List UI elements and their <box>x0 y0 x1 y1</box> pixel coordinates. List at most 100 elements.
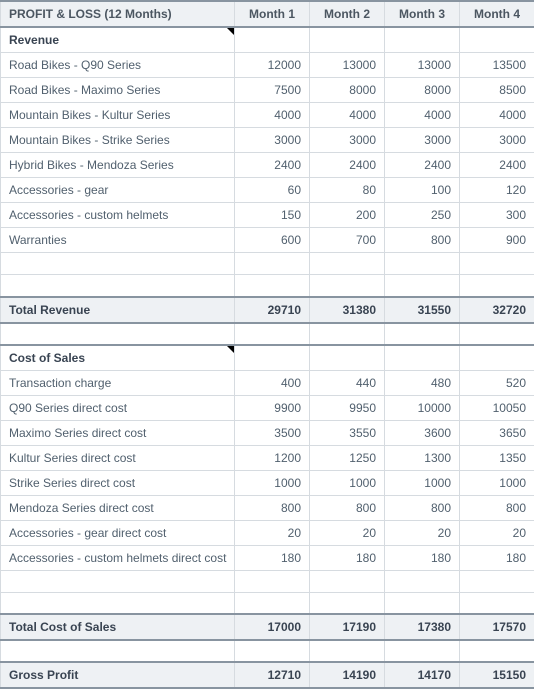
col-header: Month 1 <box>235 1 310 27</box>
table-row: Accessories - custom helmets150200250300 <box>1 203 534 228</box>
row-label: Transaction charge <box>1 370 235 395</box>
cell: 13000 <box>310 53 385 78</box>
cell: 1000 <box>460 470 534 495</box>
cell <box>235 275 310 297</box>
cell: 1000 <box>310 470 385 495</box>
table-row: Warranties600700800900 <box>1 228 534 253</box>
cell: 8500 <box>460 78 534 103</box>
cell <box>385 27 460 53</box>
table-row: Accessories - gear direct cost20202020 <box>1 520 534 545</box>
cell: 60 <box>235 178 310 203</box>
title-cell: PROFIT & LOSS (12 Months) <box>1 1 235 27</box>
cell: 180 <box>385 545 460 570</box>
cell: 200 <box>310 203 385 228</box>
cell: 10050 <box>460 395 534 420</box>
row-label: Q90 Series direct cost <box>1 395 235 420</box>
cell: 180 <box>310 545 385 570</box>
table-row: Mendoza Series direct cost800800800800 <box>1 495 534 520</box>
spacer-row <box>1 592 534 614</box>
cell: 32720 <box>460 297 534 323</box>
cell: 3000 <box>385 128 460 153</box>
expand-marker-icon <box>227 28 234 35</box>
spacer-row <box>1 323 534 345</box>
cell: 2400 <box>310 153 385 178</box>
spacer-row <box>1 640 534 662</box>
cell: 12000 <box>235 53 310 78</box>
cell: 7500 <box>235 78 310 103</box>
cell: 400 <box>235 370 310 395</box>
cell <box>310 275 385 297</box>
table-row: Transaction charge400440480520 <box>1 370 534 395</box>
cell: 800 <box>235 495 310 520</box>
cell <box>385 640 460 662</box>
cell: 800 <box>385 228 460 253</box>
cell: 800 <box>460 495 534 520</box>
table-row: Q90 Series direct cost990099501000010050 <box>1 395 534 420</box>
table-row: Strike Series direct cost100010001000100… <box>1 470 534 495</box>
row-label <box>1 570 235 592</box>
row-label: Accessories - gear <box>1 178 235 203</box>
cell: 17190 <box>310 614 385 640</box>
cell: 600 <box>235 228 310 253</box>
row-label <box>1 275 235 297</box>
row-label: Kultur Series direct cost <box>1 445 235 470</box>
cell: 800 <box>310 495 385 520</box>
table-row: Accessories - custom helmets direct cost… <box>1 545 534 570</box>
cell: 2400 <box>385 153 460 178</box>
cell: 12710 <box>235 662 310 688</box>
cell: 2400 <box>235 153 310 178</box>
row-label: Revenue <box>1 27 235 53</box>
cell: 3500 <box>235 420 310 445</box>
table-row: Kultur Series direct cost120012501300135… <box>1 445 534 470</box>
cell: 20 <box>235 520 310 545</box>
table-row: Mountain Bikes - Kultur Series4000400040… <box>1 103 534 128</box>
cell <box>460 27 534 53</box>
row-label: Gross Profit <box>1 662 235 688</box>
total-row: Total Cost of Sales17000171901738017570 <box>1 614 534 640</box>
cell: 80 <box>310 178 385 203</box>
table-row: Accessories - gear6080100120 <box>1 178 534 203</box>
cell: 1300 <box>385 445 460 470</box>
cell <box>460 640 534 662</box>
cell: 1200 <box>235 445 310 470</box>
cell <box>310 253 385 275</box>
cell: 3600 <box>385 420 460 445</box>
cell: 31550 <box>385 297 460 323</box>
expand-marker-icon <box>227 346 234 353</box>
cell: 13000 <box>385 53 460 78</box>
profit-loss-table: PROFIT & LOSS (12 Months) Month 1 Month … <box>0 0 534 689</box>
cell: 13500 <box>460 53 534 78</box>
col-header: Month 2 <box>310 1 385 27</box>
cell <box>310 345 385 371</box>
cell: 20 <box>460 520 534 545</box>
row-label: Mendoza Series direct cost <box>1 495 235 520</box>
col-header: Month 4 <box>460 1 534 27</box>
row-label: Strike Series direct cost <box>1 470 235 495</box>
table-row: Road Bikes - Maximo Series75008000800085… <box>1 78 534 103</box>
header-row: PROFIT & LOSS (12 Months) Month 1 Month … <box>1 1 534 27</box>
cell <box>310 570 385 592</box>
table-row: Hybrid Bikes - Mendoza Series24002400240… <box>1 153 534 178</box>
row-label: Hybrid Bikes - Mendoza Series <box>1 153 235 178</box>
cell: 3550 <box>310 420 385 445</box>
cell: 3000 <box>310 128 385 153</box>
cell <box>235 253 310 275</box>
cell: 4000 <box>385 103 460 128</box>
cell: 800 <box>385 495 460 520</box>
col-header: Month 3 <box>385 1 460 27</box>
cell: 900 <box>460 228 534 253</box>
cell: 2400 <box>460 153 534 178</box>
cell: 3000 <box>235 128 310 153</box>
cell: 1000 <box>385 470 460 495</box>
cell: 17570 <box>460 614 534 640</box>
cell: 4000 <box>235 103 310 128</box>
cell <box>235 570 310 592</box>
cell <box>235 27 310 53</box>
cell: 9950 <box>310 395 385 420</box>
cell <box>460 592 534 614</box>
cell: 250 <box>385 203 460 228</box>
cell: 300 <box>460 203 534 228</box>
total-row: Total Revenue29710313803155032720 <box>1 297 534 323</box>
row-label: Mountain Bikes - Kultur Series <box>1 103 235 128</box>
cell: 14190 <box>310 662 385 688</box>
